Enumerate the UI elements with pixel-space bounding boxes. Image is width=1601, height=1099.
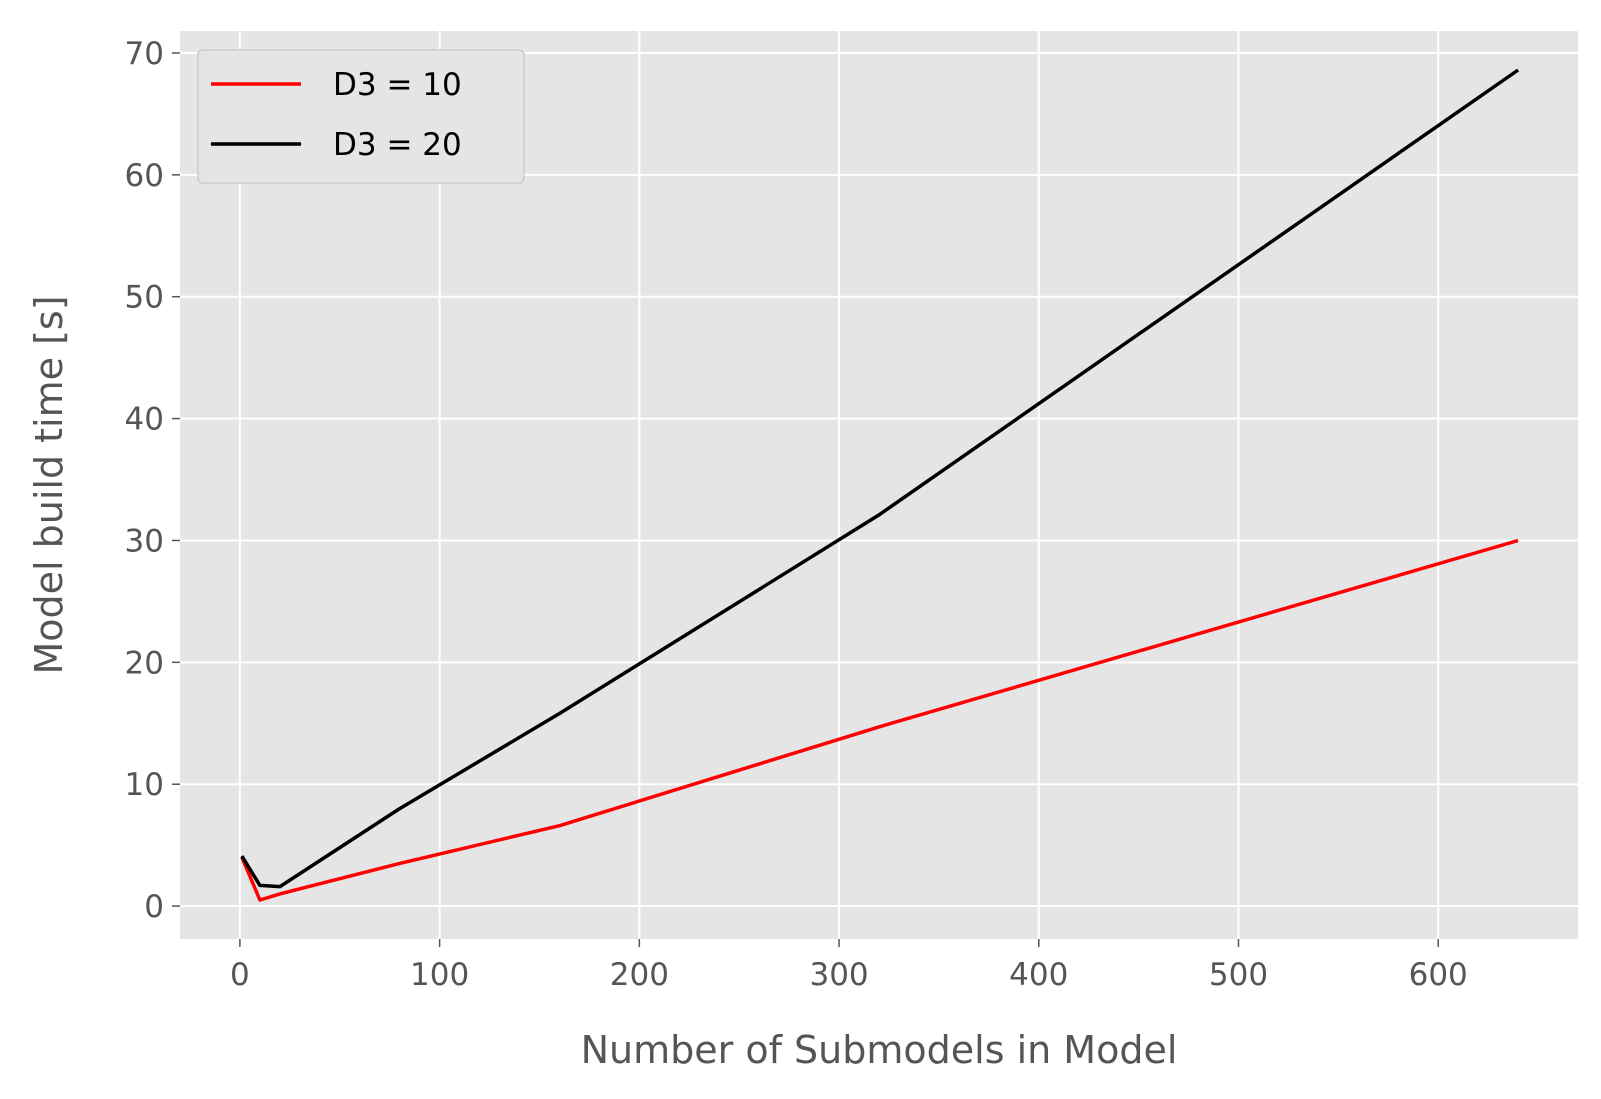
x-tick-label: 100 (410, 957, 469, 993)
series-line-2 (240, 68, 1520, 889)
x-tick-label: 200 (610, 957, 669, 993)
y-axis-label: Model build time [s] (27, 295, 71, 674)
legend-label: D3 = 10 (333, 67, 462, 103)
y-tick-label: 50 (125, 280, 164, 316)
y-tick-label: 70 (125, 36, 164, 72)
y-tick-label: 40 (125, 402, 164, 438)
y-tick-label: 0 (144, 889, 164, 925)
x-tick-label: 500 (1209, 957, 1268, 993)
x-tick-label: 400 (1009, 957, 1068, 993)
x-axis-label: Number of Submodels in Model (581, 1028, 1178, 1072)
y-tick-label: 30 (125, 523, 164, 559)
x-tick-label: 600 (1409, 957, 1468, 993)
legend-label: D3 = 20 (333, 127, 462, 163)
series-layer (240, 68, 1520, 902)
series-line-1 (240, 538, 1519, 902)
x-tick-label: 0 (230, 957, 250, 993)
grid (180, 31, 1578, 939)
y-tick-label: 60 (125, 158, 164, 194)
y-tick-label: 20 (125, 645, 164, 681)
axis-ticks: 0 100 200 300 400 500 600 0 10 20 30 40 50 60 70 (125, 36, 1468, 993)
legend: D3 = 10 D3 = 20 (197, 49, 525, 184)
x-tick-label: 300 (809, 957, 868, 993)
y-tick-label: 10 (125, 767, 164, 803)
